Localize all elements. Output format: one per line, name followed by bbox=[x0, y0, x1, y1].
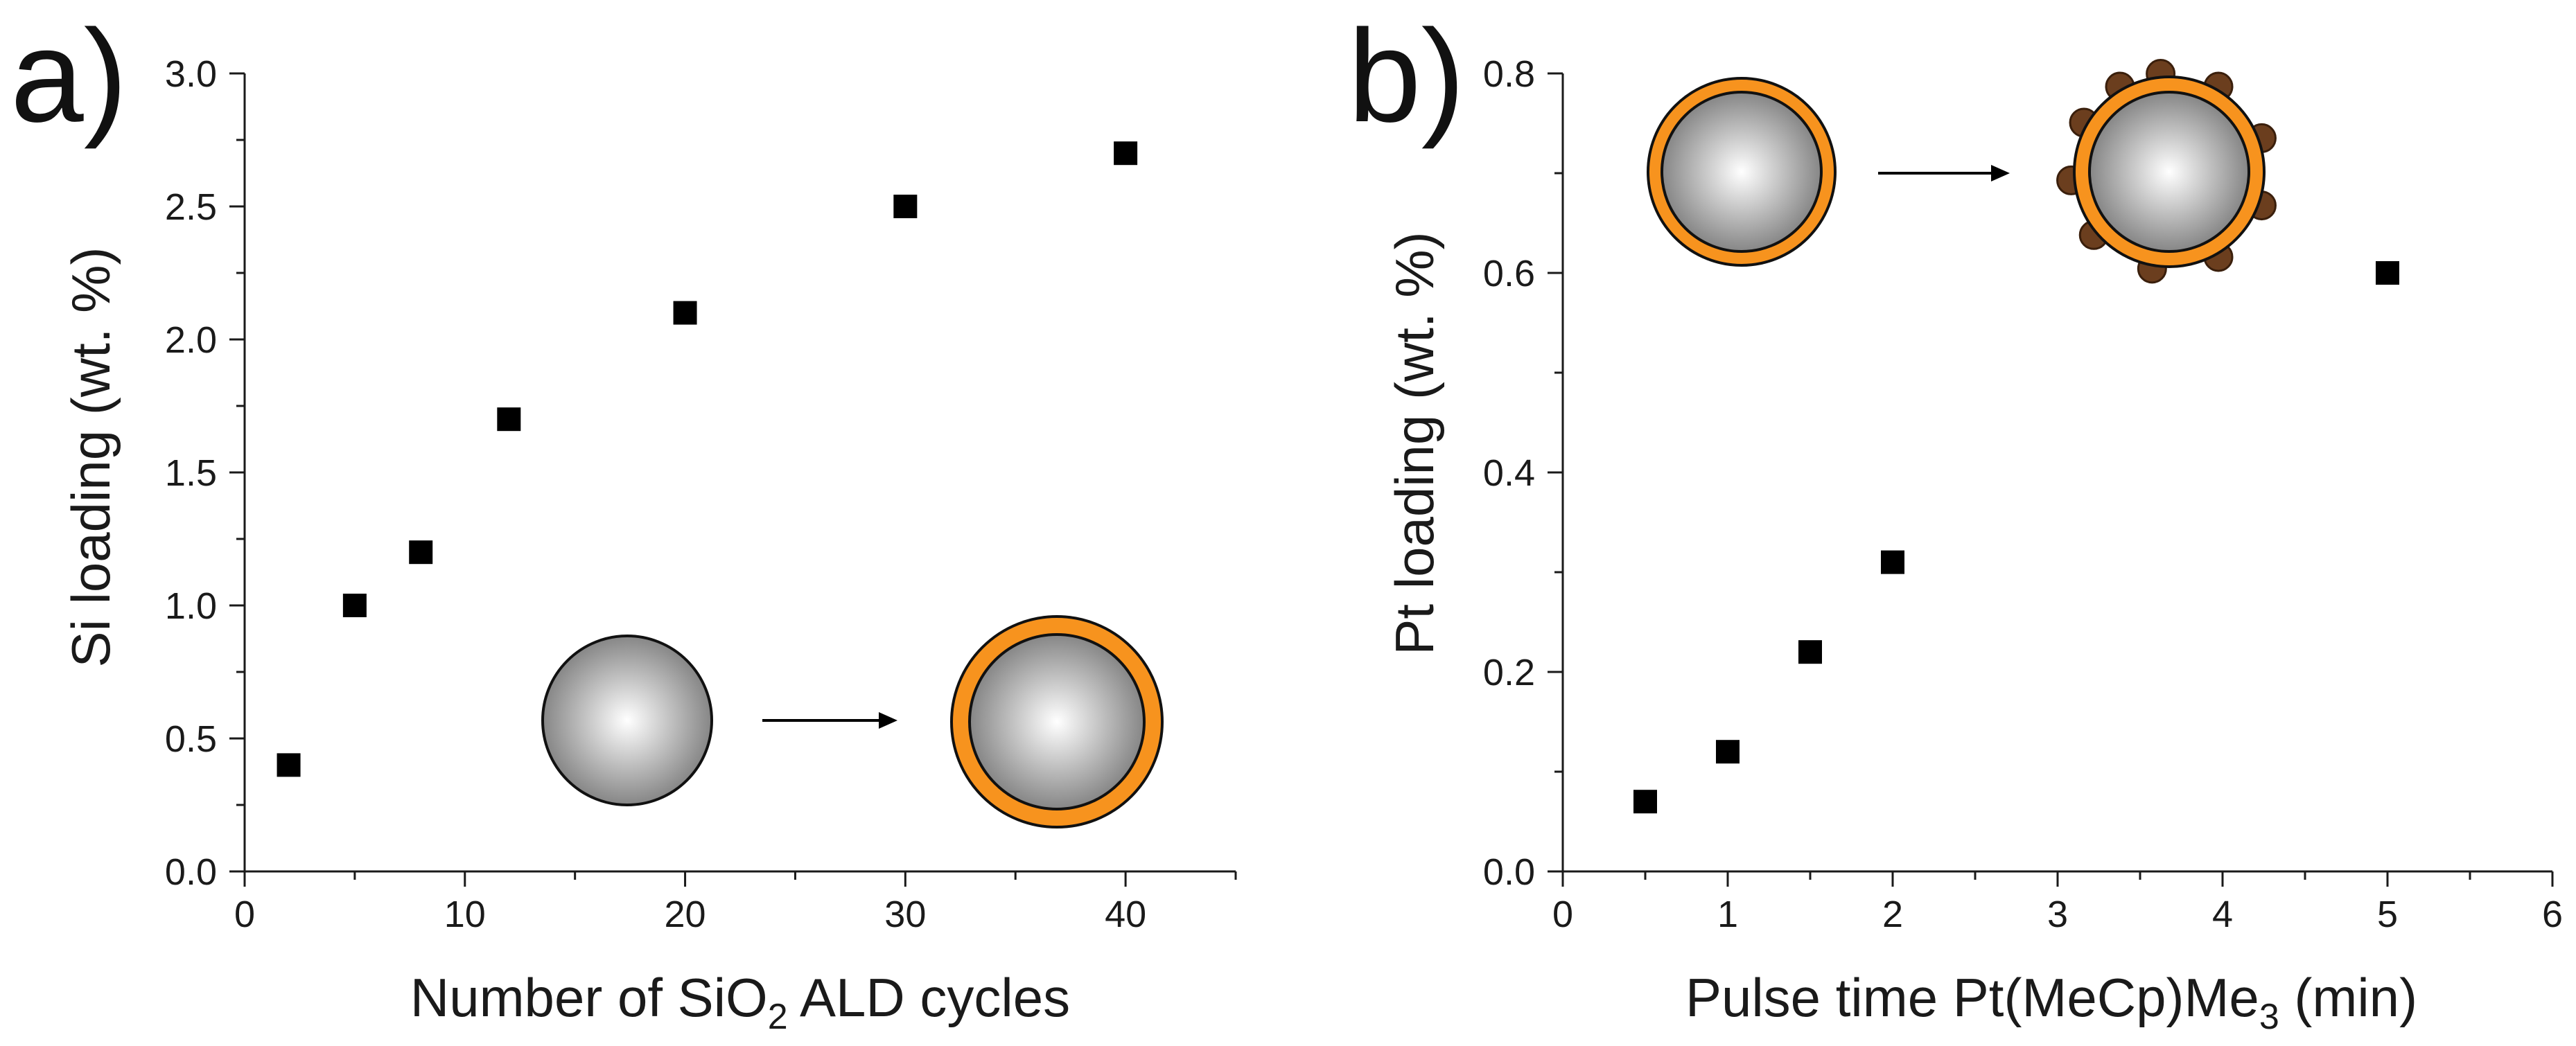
panel-a-chart: a) 0 10 20 30 40 0.0 0.5 1.0 1.5 2.0 2.5 3.0 Si loa… bbox=[10, 3, 1237, 1037]
data-point bbox=[1633, 790, 1657, 814]
x-tick-label: 40 bbox=[1105, 894, 1146, 935]
core-sphere-icon bbox=[2088, 91, 2250, 253]
y-tick-label: 0.4 bbox=[1483, 452, 1535, 494]
data-point bbox=[893, 195, 918, 218]
core-sphere-icon bbox=[968, 633, 1146, 810]
core-sphere-icon bbox=[1661, 91, 1823, 253]
arrowhead-icon bbox=[879, 712, 897, 729]
x-tick-label: 5 bbox=[2377, 894, 2398, 935]
panel-b-chart: b) 0 1 2 3 4 5 6 0.0 0.2 0.4 0.6 0.8 Pt loading (wt… bbox=[1348, 3, 2563, 1037]
y-tick-label: 0.6 bbox=[1483, 253, 1535, 294]
panel-b-ticks: 0 1 2 3 4 5 6 0.0 0.2 0.4 0.6 0.8 bbox=[1483, 53, 2563, 935]
y-tick-label: 0.8 bbox=[1483, 53, 1535, 95]
x-tick-label: 0 bbox=[234, 894, 255, 935]
panel-a-label: a) bbox=[10, 3, 128, 150]
data-point bbox=[1881, 550, 1904, 574]
y-tick-label: 2.5 bbox=[165, 186, 217, 228]
data-point bbox=[2376, 261, 2399, 285]
panel-a-ticks: 0 10 20 30 40 0.0 0.5 1.0 1.5 2.0 2.5 3.0 bbox=[165, 53, 1237, 935]
panel-b-x-title: Pulse time Pt(MeCp)Me3 (min) bbox=[1685, 967, 2417, 1037]
x-tick-label: 3 bbox=[2047, 894, 2068, 935]
panel-b-inset bbox=[1647, 59, 2277, 284]
panel-a-x-title: Number of SiO2 ALD cycles bbox=[410, 967, 1070, 1037]
x-tick-label: 20 bbox=[665, 894, 706, 935]
data-point bbox=[1716, 740, 1740, 764]
x-tick-label: 4 bbox=[2212, 894, 2233, 935]
y-tick-label: 0.2 bbox=[1483, 652, 1535, 693]
y-tick-label: 0.0 bbox=[1483, 851, 1535, 893]
arrowhead-icon bbox=[1991, 165, 2010, 181]
x-tick-label: 2 bbox=[1882, 894, 1903, 935]
y-tick-label: 2.0 bbox=[165, 319, 217, 361]
x-tick-label: 30 bbox=[884, 894, 926, 935]
data-point bbox=[673, 301, 697, 325]
y-tick-label: 0.5 bbox=[165, 718, 217, 760]
x-tick-label: 1 bbox=[1717, 894, 1738, 935]
data-point bbox=[1798, 640, 1822, 664]
panel-a-inset bbox=[541, 615, 1164, 828]
x-tick-label: 6 bbox=[2542, 894, 2563, 935]
panel-a-points bbox=[277, 141, 1138, 777]
panel-b-label: b) bbox=[1348, 3, 1465, 150]
data-point bbox=[497, 407, 521, 432]
data-point bbox=[409, 540, 433, 565]
bare-sphere-icon bbox=[541, 635, 713, 806]
x-tick-label: 10 bbox=[444, 894, 486, 935]
data-point bbox=[1114, 141, 1138, 166]
data-point bbox=[342, 594, 367, 617]
y-tick-label: 1.5 bbox=[165, 452, 217, 494]
panel-b-points bbox=[1633, 261, 2399, 814]
data-point bbox=[277, 753, 301, 777]
panel-a-y-title: Si loading (wt. %) bbox=[60, 247, 121, 668]
y-tick-label: 0.0 bbox=[165, 851, 217, 893]
y-tick-label: 3.0 bbox=[165, 53, 217, 95]
y-tick-label: 1.0 bbox=[165, 585, 217, 627]
x-tick-label: 0 bbox=[1552, 894, 1573, 935]
panel-b-y-title: Pt loading (wt. %) bbox=[1384, 231, 1445, 655]
